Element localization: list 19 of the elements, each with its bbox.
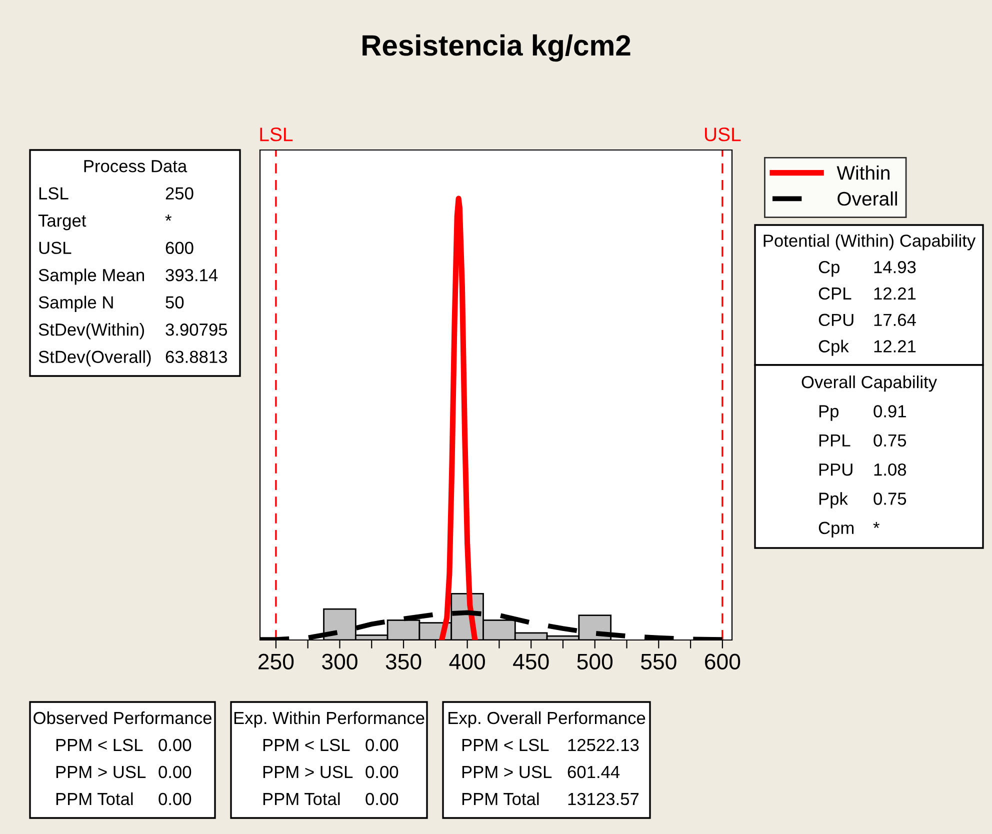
x-tick-label: 500 <box>577 654 613 670</box>
ref-line-label: USL <box>705 127 741 142</box>
x-tick-label: 450 <box>513 654 549 670</box>
text: Overall Capability Pp 0.91 PPL 0.75 PPU 1.08 Ppk 0.75 Cpm * <box>802 375 937 538</box>
legend-label: Within <box>836 166 890 180</box>
ref-line-label: LSL <box>260 127 293 142</box>
x-tick-label: 350 <box>386 654 422 670</box>
x-tick-label: 400 <box>449 654 485 670</box>
text: Potential (Within) Capability Cp 14.93 CPL 12.21 CPU 17.64 Cpk 12.21 <box>764 234 976 356</box>
text: Exp. Within Performance PPM < LSL 0.00 PPM > USL 0.00 PPM Total 0.00 <box>234 711 424 806</box>
chart-title: Resistencia kg/cm2 <box>362 34 630 62</box>
x-tick-label: 600 <box>705 654 740 670</box>
text: Exp. Overall Performance PPM < LSL 12522.13 PPM > USL 601.44 PPM Total 13123.57 <box>448 711 646 806</box>
x-tick-label: 300 <box>322 654 358 670</box>
text: Observed Performance PPM < LSL 0.00 PPM > USL 0.00 PPM Total 0.00 <box>34 711 212 806</box>
x-tick-label: 250 <box>258 654 294 670</box>
x-tick-label: 550 <box>641 654 676 670</box>
legend-label: Overall <box>838 191 897 206</box>
text: Process Data LSL 250 Target * USL 600 Sample Mean 393.14 Sample N 50 StDev(Within) 3.90795 StDev(Overall) 63.8813 <box>38 160 228 366</box>
